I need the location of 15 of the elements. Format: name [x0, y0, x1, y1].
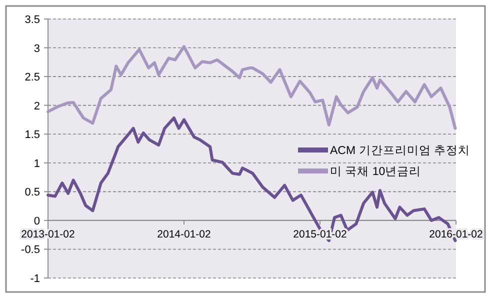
y-tick-label: -0.5 [21, 244, 40, 256]
x-tick-label: 2013-01-02 [21, 228, 76, 240]
y-tick-label: -1 [30, 273, 40, 285]
y-tick-label: 0.5 [24, 186, 40, 199]
y-tick-label: 0 [34, 215, 40, 228]
legend-label: ACM 기간프리미엄 추정치 [330, 145, 470, 157]
y-tick-label: 1 [34, 158, 40, 170]
y-tick-label: 2.5 [24, 72, 40, 84]
legend-label: 미 국채 10년금리 [330, 166, 422, 178]
line-series [46, 45, 457, 130]
x-tick-label: 2014-01-02 [157, 228, 212, 240]
y-tick-label: 2 [34, 100, 40, 112]
y-tick-label: 3.5 [24, 14, 40, 26]
y-tick-label: 1.5 [24, 129, 40, 142]
y-tick-label: 3 [34, 42, 40, 55]
